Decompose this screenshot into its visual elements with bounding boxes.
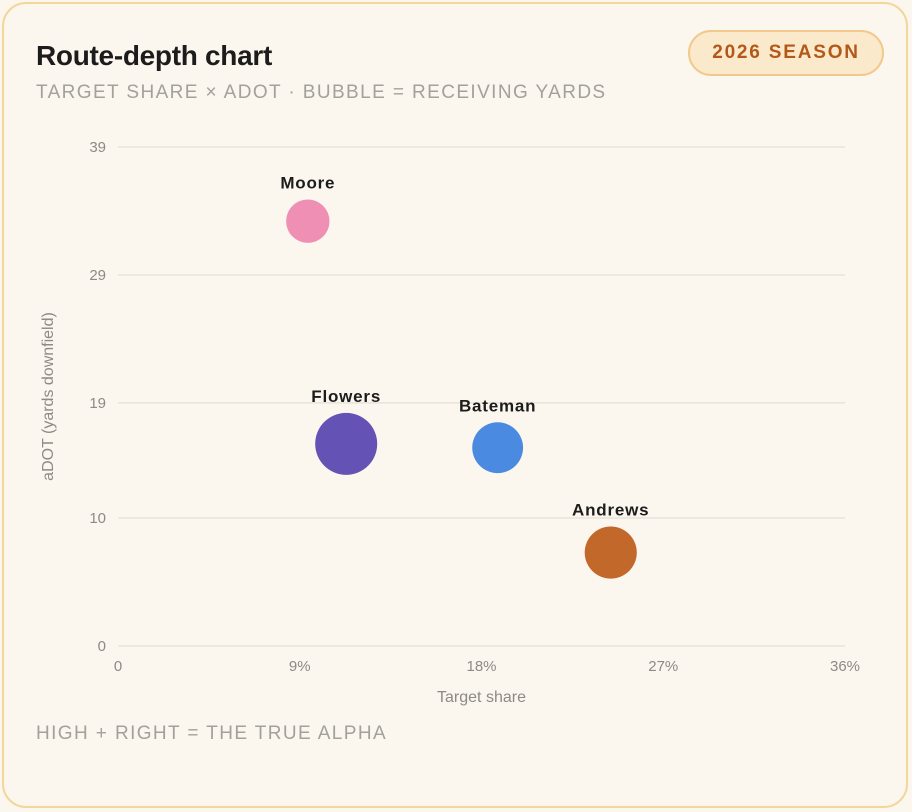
bubble-andrews[interactable] [584,526,637,579]
y-tick-label: 29 [89,267,106,284]
x-tick-label: 27% [648,658,678,675]
bubble-label-andrews: Andrews [572,501,649,520]
bubbles [286,199,637,579]
x-tick-label: 9% [289,658,311,675]
bubble-label-bateman: Bateman [459,396,536,415]
x-tick-label: 0 [114,658,122,675]
y-tick-label: 0 [98,638,106,655]
y-tick-label: 10 [89,510,106,527]
bubble-labels: Moore Flowers Bateman Andrews [280,174,649,520]
bubble-label-moore: Moore [280,174,335,193]
x-tick-label: 36% [830,658,860,675]
bubble-bateman[interactable] [472,422,524,474]
chart-subtitle: TARGET SHARE × ADOT · BUBBLE = RECEIVING… [36,82,607,103]
y-tick-label: 39 [89,139,106,156]
x-axis-label: Target share [437,689,526,706]
season-badge: 2026 SEASON [688,30,884,76]
gridlines [118,146,845,647]
chart-footnote: HIGH + RIGHT = THE TRUE ALPHA [36,723,388,744]
y-tick-label: 19 [89,395,106,412]
bubble-flowers[interactable] [315,412,378,475]
y-axis-label: aDOT (yards downfield) [40,312,57,481]
y-axis-ticks: 0 10 19 29 39 [89,139,106,655]
x-tick-label: 18% [466,658,496,675]
x-axis-ticks: 0 9% 18% 27% 36% [114,658,860,675]
chart-title: Route-depth chart [36,40,273,71]
bubble-moore[interactable] [286,199,330,243]
bubble-label-flowers: Flowers [311,387,381,406]
